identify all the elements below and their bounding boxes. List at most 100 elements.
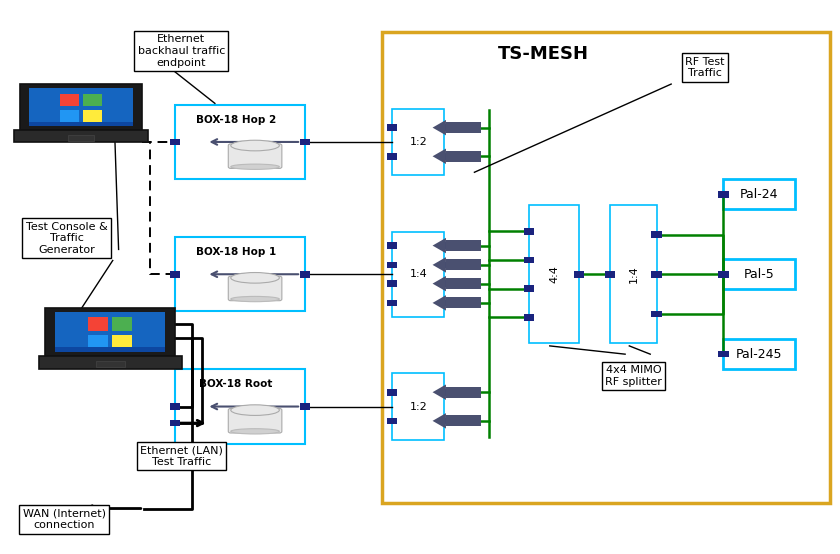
FancyBboxPatch shape xyxy=(88,335,108,348)
FancyBboxPatch shape xyxy=(55,347,165,352)
FancyBboxPatch shape xyxy=(228,408,282,433)
FancyBboxPatch shape xyxy=(723,339,795,370)
FancyBboxPatch shape xyxy=(387,153,397,160)
FancyBboxPatch shape xyxy=(606,271,616,278)
FancyBboxPatch shape xyxy=(67,135,94,141)
FancyBboxPatch shape xyxy=(170,271,180,278)
FancyBboxPatch shape xyxy=(83,110,102,122)
FancyBboxPatch shape xyxy=(446,387,481,398)
FancyBboxPatch shape xyxy=(718,191,728,198)
Text: 1:2: 1:2 xyxy=(409,402,428,412)
FancyBboxPatch shape xyxy=(387,389,397,396)
FancyBboxPatch shape xyxy=(446,151,481,162)
Polygon shape xyxy=(433,238,446,253)
FancyBboxPatch shape xyxy=(718,351,728,357)
FancyBboxPatch shape xyxy=(439,300,449,306)
FancyBboxPatch shape xyxy=(611,206,657,343)
FancyBboxPatch shape xyxy=(300,403,310,410)
FancyBboxPatch shape xyxy=(446,278,481,289)
FancyBboxPatch shape xyxy=(387,261,397,268)
Text: 1:4: 1:4 xyxy=(628,265,638,283)
Text: Pal-24: Pal-24 xyxy=(740,188,779,201)
FancyBboxPatch shape xyxy=(439,280,449,287)
FancyBboxPatch shape xyxy=(228,276,282,301)
FancyBboxPatch shape xyxy=(652,311,662,317)
FancyBboxPatch shape xyxy=(439,389,449,396)
Polygon shape xyxy=(433,148,446,164)
FancyBboxPatch shape xyxy=(20,84,142,131)
FancyBboxPatch shape xyxy=(170,420,180,427)
Text: BOX-18 Root: BOX-18 Root xyxy=(199,379,272,389)
FancyBboxPatch shape xyxy=(439,153,449,160)
Polygon shape xyxy=(433,257,446,273)
FancyBboxPatch shape xyxy=(29,122,133,126)
FancyBboxPatch shape xyxy=(113,335,132,348)
FancyBboxPatch shape xyxy=(39,356,181,368)
FancyBboxPatch shape xyxy=(60,94,79,106)
FancyBboxPatch shape xyxy=(29,88,133,126)
FancyBboxPatch shape xyxy=(387,124,397,131)
FancyBboxPatch shape xyxy=(387,300,397,306)
FancyBboxPatch shape xyxy=(14,131,148,142)
FancyBboxPatch shape xyxy=(175,237,305,311)
FancyBboxPatch shape xyxy=(387,418,397,424)
FancyBboxPatch shape xyxy=(88,317,108,331)
FancyBboxPatch shape xyxy=(113,317,132,331)
FancyBboxPatch shape xyxy=(524,314,534,321)
Text: Pal-5: Pal-5 xyxy=(743,268,774,281)
FancyBboxPatch shape xyxy=(45,308,175,356)
FancyBboxPatch shape xyxy=(446,416,481,427)
Ellipse shape xyxy=(231,273,280,283)
Text: BOX-18 Hop 1: BOX-18 Hop 1 xyxy=(196,247,276,257)
FancyBboxPatch shape xyxy=(529,206,579,343)
FancyBboxPatch shape xyxy=(718,271,728,278)
FancyBboxPatch shape xyxy=(439,124,449,131)
FancyBboxPatch shape xyxy=(652,271,662,278)
Ellipse shape xyxy=(231,296,280,302)
FancyBboxPatch shape xyxy=(170,403,180,410)
Ellipse shape xyxy=(231,164,280,170)
FancyBboxPatch shape xyxy=(387,242,397,249)
FancyBboxPatch shape xyxy=(96,361,124,367)
FancyBboxPatch shape xyxy=(574,271,584,278)
FancyBboxPatch shape xyxy=(175,105,305,179)
FancyBboxPatch shape xyxy=(446,240,481,251)
Text: RF Test
Traffic: RF Test Traffic xyxy=(685,57,724,78)
FancyBboxPatch shape xyxy=(300,271,310,278)
Text: 4x4 MIMO
RF splitter: 4x4 MIMO RF splitter xyxy=(605,366,662,387)
FancyBboxPatch shape xyxy=(392,232,444,317)
Text: BOX-18 Hop 2: BOX-18 Hop 2 xyxy=(196,115,276,125)
Text: Ethernet (LAN)
Test Traffic: Ethernet (LAN) Test Traffic xyxy=(140,445,223,467)
FancyBboxPatch shape xyxy=(439,242,449,249)
Text: WAN (Internet)
connection: WAN (Internet) connection xyxy=(23,509,106,530)
FancyBboxPatch shape xyxy=(439,418,449,424)
FancyBboxPatch shape xyxy=(524,257,534,263)
FancyBboxPatch shape xyxy=(392,373,444,440)
Text: Pal-245: Pal-245 xyxy=(736,348,782,361)
Ellipse shape xyxy=(231,140,280,151)
FancyBboxPatch shape xyxy=(175,370,305,444)
Text: 1:4: 1:4 xyxy=(409,269,428,279)
Ellipse shape xyxy=(231,405,280,416)
FancyBboxPatch shape xyxy=(60,110,79,122)
Text: Ethernet
backhaul traffic
endpoint: Ethernet backhaul traffic endpoint xyxy=(138,34,225,68)
Text: Test Console &
Traffic
Generator: Test Console & Traffic Generator xyxy=(26,222,108,255)
FancyBboxPatch shape xyxy=(170,138,180,145)
FancyBboxPatch shape xyxy=(723,179,795,209)
Polygon shape xyxy=(433,120,446,135)
FancyBboxPatch shape xyxy=(387,280,397,287)
FancyBboxPatch shape xyxy=(228,144,282,168)
FancyBboxPatch shape xyxy=(446,259,481,270)
FancyBboxPatch shape xyxy=(524,228,534,234)
FancyBboxPatch shape xyxy=(55,312,165,352)
Polygon shape xyxy=(433,295,446,311)
FancyBboxPatch shape xyxy=(652,231,662,238)
FancyBboxPatch shape xyxy=(723,259,795,289)
FancyBboxPatch shape xyxy=(446,297,481,309)
FancyBboxPatch shape xyxy=(392,109,444,175)
FancyBboxPatch shape xyxy=(83,94,102,106)
Text: TS-MESH: TS-MESH xyxy=(498,45,589,63)
Polygon shape xyxy=(433,413,446,429)
Polygon shape xyxy=(433,384,446,400)
FancyBboxPatch shape xyxy=(439,261,449,268)
